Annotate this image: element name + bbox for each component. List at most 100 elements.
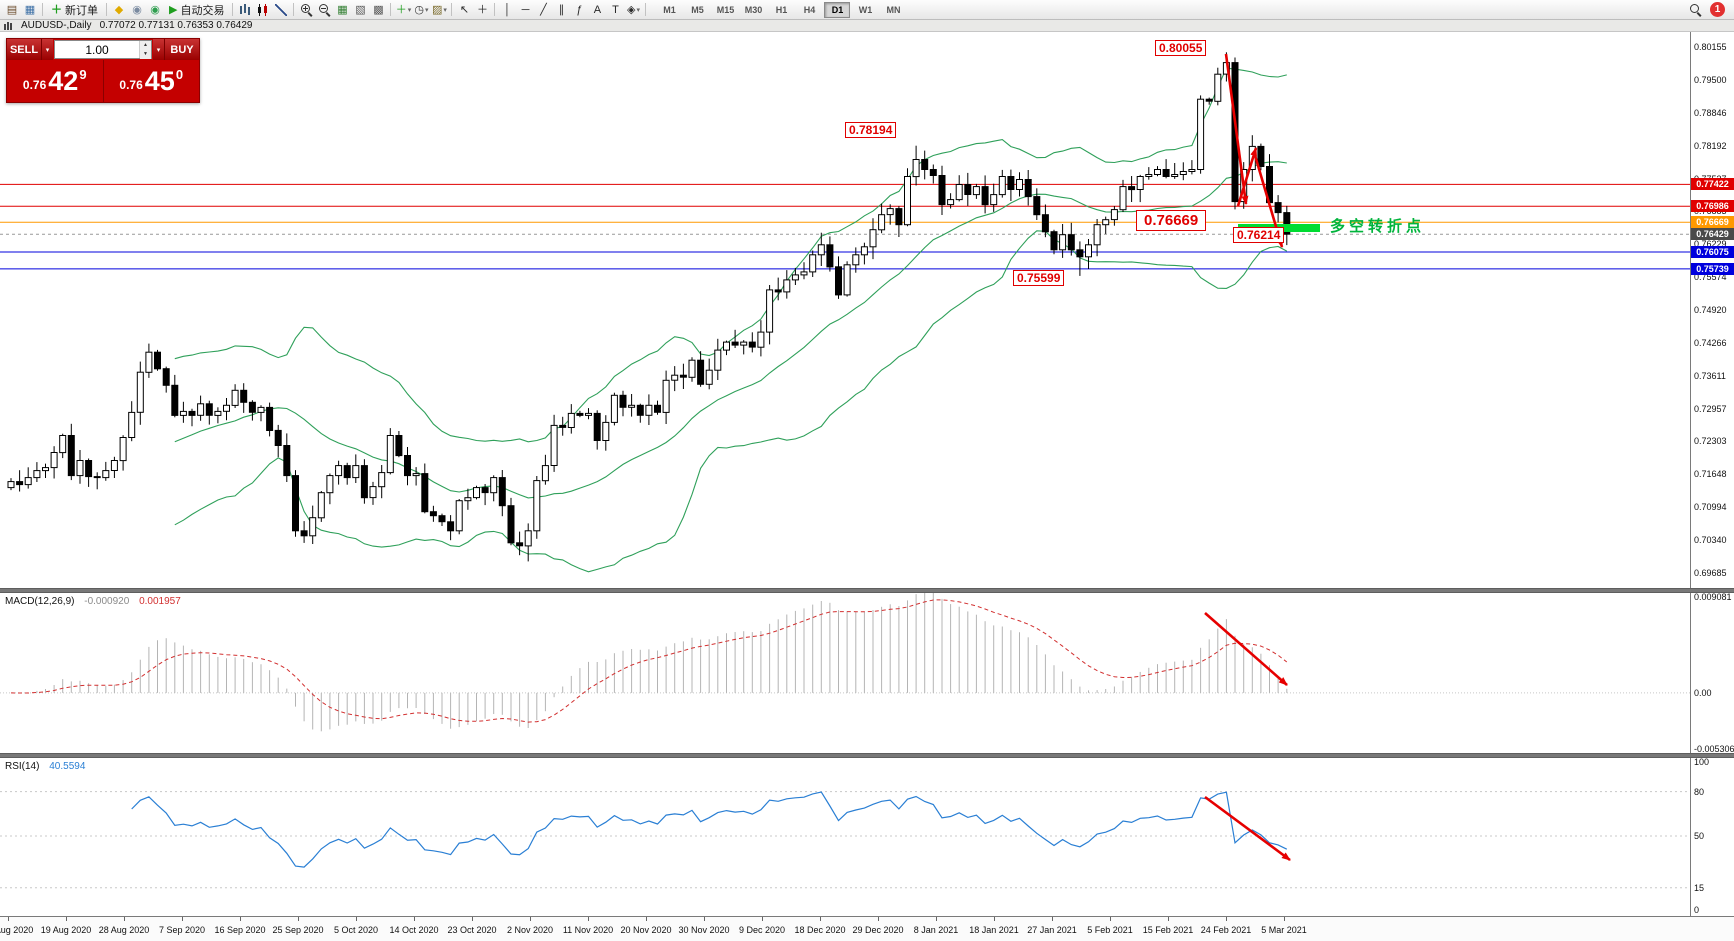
text-icon[interactable]: A <box>593 3 602 16</box>
toolbar-separator <box>494 3 496 16</box>
price-label-flag: 0.78194 <box>845 122 897 138</box>
timeframe-button-m5[interactable]: M5 <box>691 4 704 15</box>
rsi-panel-canvas[interactable] <box>0 758 1690 916</box>
timeframe-button-m15[interactable]: M15 <box>716 4 735 15</box>
date-tick-mark <box>1168 917 1169 921</box>
buy-button[interactable]: ▾ BUY <box>153 39 199 60</box>
search-icon[interactable] <box>1686 2 1704 18</box>
rsi-axis-tick: 15 <box>1694 883 1705 893</box>
timeframe-button-d1[interactable]: D1 <box>824 1 851 18</box>
date-axis-label: 5 Feb 2021 <box>1087 925 1133 935</box>
date-tick-mark <box>1284 917 1285 921</box>
date-axis-label: 19 Aug 2020 <box>40 925 92 935</box>
timeframe-button-h4[interactable]: H4 <box>803 4 816 15</box>
date-axis-label: 11 Nov 2020 <box>562 925 614 935</box>
price-axis-tick: 0.70994 <box>1694 502 1727 512</box>
market-icon[interactable]: ◉ <box>132 3 142 16</box>
timeframe-button-w1[interactable]: W1 <box>858 4 873 15</box>
new-order-button-icon: ＋ <box>51 3 62 16</box>
arrange-windows-icon[interactable]: ▩ <box>373 3 384 16</box>
price-axis[interactable]: 0.801550.795000.788460.781920.775370.768… <box>1690 32 1734 916</box>
macd-indicator-label: MACD(12,26,9) -0.000920 0.001957 <box>5 596 181 607</box>
price-axis-badge: 0.76669 <box>1691 216 1734 228</box>
macd-name: MACD(12,26,9) <box>5 596 75 607</box>
date-axis-label: 24 Feb 2021 <box>1200 925 1252 935</box>
sell-button[interactable]: SELL ▾ <box>7 39 53 60</box>
date-tick-mark <box>878 917 879 921</box>
indicators-icon[interactable]: ＋ ▾ <box>395 3 412 16</box>
date-axis-label: 7 Sep 2020 <box>158 925 206 935</box>
price-axis-badge: 0.77422 <box>1691 178 1734 190</box>
macd-signal-line <box>10 599 1288 723</box>
mql-editor-icon[interactable]: ◆ <box>114 3 124 16</box>
autotrading-button[interactable]: ▶ 自动交易 <box>164 2 229 18</box>
price-axis-tick: 0.78846 <box>1694 108 1727 118</box>
buy-price-base: 0.76 <box>119 78 143 92</box>
new-order-button[interactable]: ＋新订单 <box>46 2 103 18</box>
signals-icon[interactable]: ◉ <box>150 3 160 16</box>
volume-field: ▲ ▼ <box>54 40 152 59</box>
toolbar-separator <box>106 3 107 16</box>
panel-divider[interactable] <box>0 753 1734 758</box>
chart-ohlc-values: 0.77072 0.77131 0.76353 0.76429 <box>99 20 253 31</box>
timeframe-button-m1[interactable]: M1 <box>663 4 676 15</box>
cursor-icon[interactable]: ↖ <box>459 3 470 16</box>
timeframe-button-mn[interactable]: MN <box>886 4 901 15</box>
trendline-icon[interactable]: ╱ <box>540 3 547 16</box>
date-tick-mark <box>646 917 647 921</box>
cascade-windows-icon[interactable]: ▧ <box>355 3 366 16</box>
panel-divider[interactable] <box>0 588 1734 593</box>
volume-up-button[interactable]: ▲ <box>140 41 151 50</box>
date-axis-label: 5 Oct 2020 <box>333 925 379 935</box>
crosshair-icon[interactable]: ＋ <box>476 3 488 16</box>
sell-price-display[interactable]: 0.76 42 9 <box>7 60 103 102</box>
toolbar: ▤ ▦ ＋新订单 ◆ ◉ ◉ ▶ 自动交易 ▦ ▧ ▩ ＋ ▾ ◷ ▾ ▨ ▾ ↖ ＋ │ ─ ╱ ∥ ƒ A T ◈ ▾ M1 M5 M… <box>0 0 1734 20</box>
templates-icon[interactable]: ▨ ▾ <box>432 3 447 16</box>
date-tick-mark <box>472 917 473 921</box>
channel-icon[interactable]: ∥ <box>558 3 565 16</box>
notification-badge[interactable]: 1 <box>1710 2 1725 17</box>
fibonacci-icon[interactable]: ƒ <box>576 3 583 16</box>
label-icon[interactable]: T <box>612 3 619 16</box>
time-axis[interactable]: 10 Aug 2020 19 Aug 2020 28 Aug 2020 7 Sep 2… <box>0 916 1734 941</box>
toolbar-separator <box>42 3 43 16</box>
rsi-name: RSI(14) <box>5 761 40 772</box>
volume-down-button[interactable]: ▼ <box>140 50 151 59</box>
macd-signal-value: 0.001957 <box>139 596 181 607</box>
shapes-icon[interactable]: ◈ ▾ <box>626 3 640 16</box>
date-axis-label: 15 Feb 2021 <box>1142 925 1194 935</box>
timeframe-button-h1[interactable]: H1 <box>775 4 788 15</box>
price-axis-tick: 0.74266 <box>1694 338 1727 348</box>
zoom-out-icon[interactable] <box>315 2 333 18</box>
date-tick-mark <box>588 917 589 921</box>
price-label-flag: 0.76669 <box>1136 210 1207 231</box>
buy-options-caret[interactable]: ▾ <box>153 39 165 60</box>
vertical-line-icon[interactable]: │ <box>504 3 511 16</box>
candles-layer <box>7 52 1291 562</box>
horizontal-line-icon[interactable]: ─ <box>521 3 530 16</box>
tile-windows-icon[interactable]: ▦ <box>337 3 348 16</box>
bars-chart-icon[interactable] <box>236 2 254 18</box>
profiles-button[interactable]: ▦ <box>24 3 36 16</box>
sell-button-label: SELL <box>9 43 39 56</box>
date-tick-mark <box>66 917 67 921</box>
main-chart-canvas[interactable] <box>0 32 1690 588</box>
macd-panel-canvas[interactable] <box>0 593 1690 753</box>
price-axis-tick: 0.80155 <box>1694 42 1727 52</box>
price-label-flag: 0.75599 <box>1013 270 1065 286</box>
date-tick-mark <box>530 917 531 921</box>
periods-icon[interactable]: ◷ ▾ <box>414 3 429 16</box>
new-chart-button[interactable]: ▤ <box>6 3 18 16</box>
candlestick-chart-icon[interactable] <box>254 2 272 18</box>
line-chart-icon[interactable] <box>272 2 290 18</box>
date-tick-mark <box>936 917 937 921</box>
price-axis-tick: 0.69685 <box>1694 568 1727 578</box>
buy-price-display[interactable]: 0.76 45 0 <box>104 60 200 102</box>
zoom-in-icon[interactable] <box>297 2 315 18</box>
price-axis-badge: 0.75739 <box>1691 263 1734 275</box>
timeframe-button-m30[interactable]: M30 <box>744 4 763 15</box>
sell-options-caret[interactable]: ▾ <box>41 39 53 60</box>
date-tick-mark <box>994 917 995 921</box>
macd-trend-arrow <box>1204 612 1288 686</box>
volume-input[interactable] <box>55 41 139 58</box>
